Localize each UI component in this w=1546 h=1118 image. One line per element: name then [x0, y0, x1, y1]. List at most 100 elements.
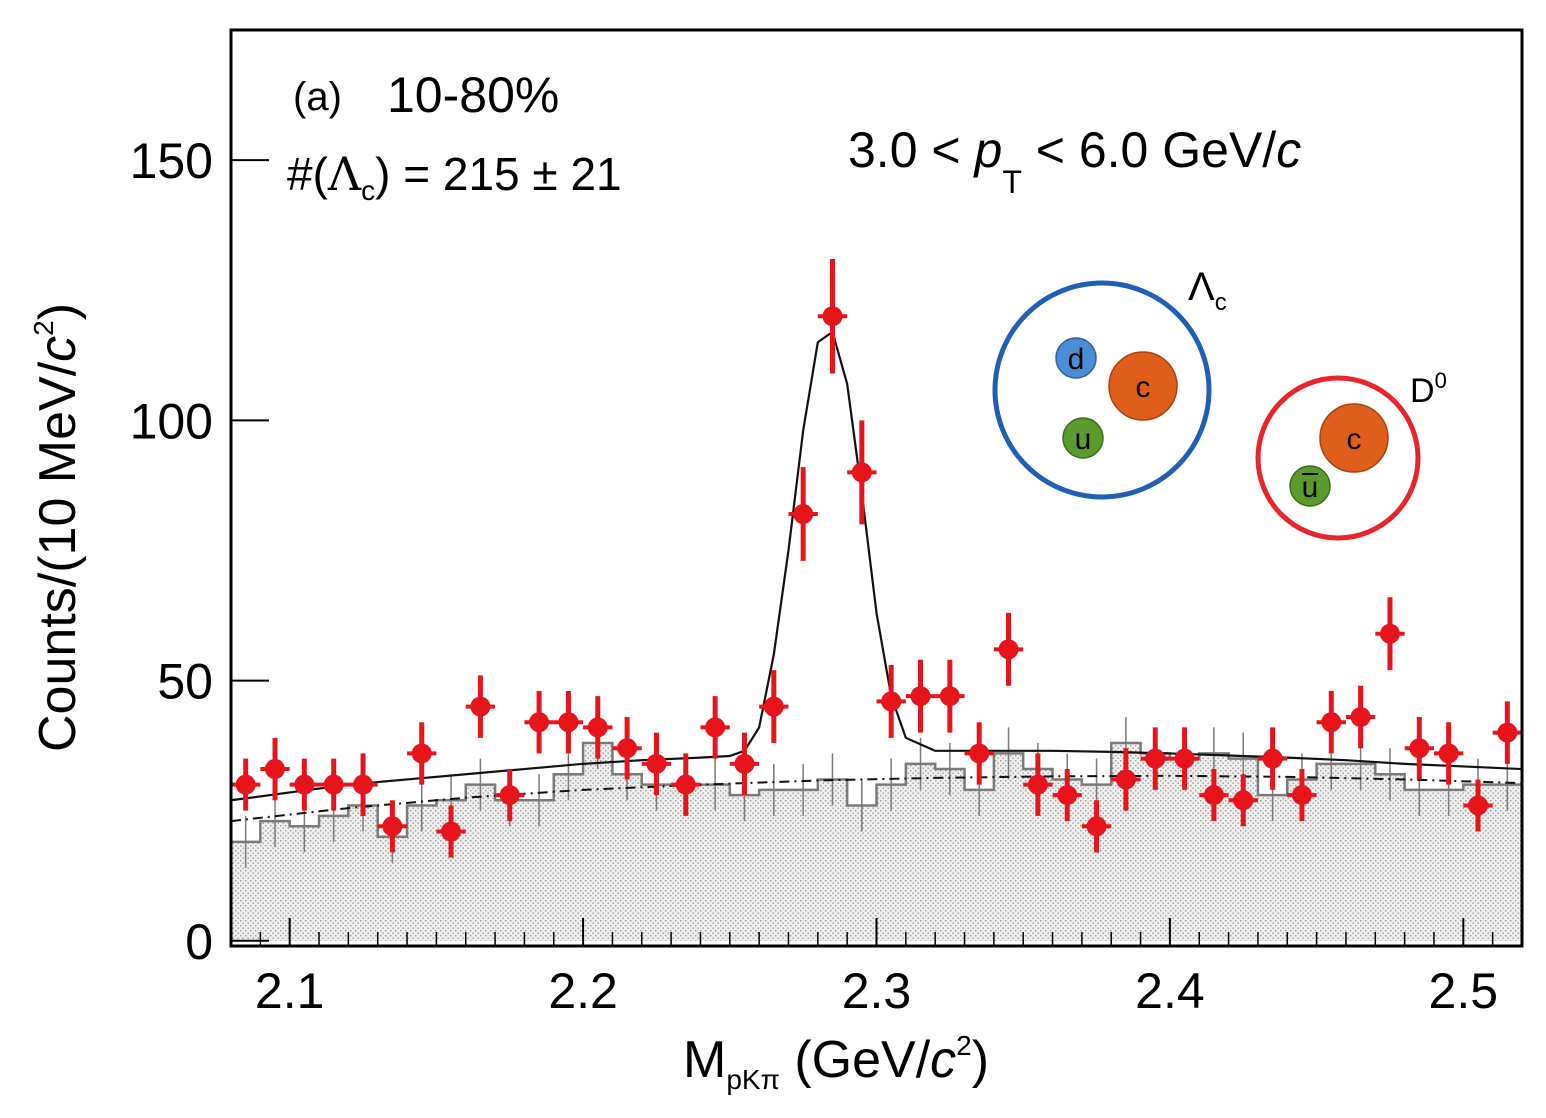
data-point-marker [411, 743, 432, 764]
background-fit-line [231, 774, 1522, 823]
y-axis-title-unit-close: ) [29, 303, 87, 320]
data-point-marker [939, 686, 960, 707]
lambda-c-diagram: Λc d c u [992, 265, 1227, 500]
data-point [1345, 685, 1376, 749]
pt-mid: < 6.0 GeV/ [1022, 122, 1276, 178]
background-fit-curve [231, 774, 1522, 823]
quark-d-label: d [1068, 343, 1085, 376]
data-point-marker [881, 691, 902, 712]
x-tick-label: 2.1 [255, 963, 325, 1019]
yield-sub: c [361, 175, 375, 206]
data-point-marker [441, 821, 462, 842]
data-point [1404, 717, 1434, 780]
data-point [231, 758, 261, 811]
data-point [1257, 727, 1288, 790]
data-point [1316, 690, 1346, 754]
background-fill [231, 743, 1522, 941]
data-point [788, 467, 818, 561]
data-point [260, 737, 290, 801]
lambda-c-name: Λc [1188, 265, 1227, 316]
d0-ring [1255, 375, 1421, 541]
quark-c-d0 [1319, 403, 1389, 473]
x-tick-label: 2.4 [1135, 963, 1205, 1019]
x-axis-title-sub: pKπ [726, 1064, 780, 1095]
data-point-marker [1438, 743, 1459, 764]
data-point-marker [1145, 748, 1166, 769]
data-point [729, 732, 760, 796]
panel-label: (a) [293, 75, 342, 119]
data-point-marker [998, 639, 1019, 660]
data-point [407, 722, 437, 785]
data-point [1463, 779, 1493, 832]
x-axis-title-unit-c: c [930, 1031, 956, 1089]
background-histogram-outline [231, 741, 1522, 844]
data-point-marker [617, 738, 638, 759]
data-point [847, 420, 877, 525]
data-point [1199, 769, 1229, 822]
data-point-marker [822, 306, 843, 327]
x-axis-ticks: 2.1 2.2 2.3 2.4 2.5 [255, 918, 1523, 1019]
d0-sup: 0 [1435, 368, 1447, 393]
data-point-marker [1497, 722, 1518, 743]
pt-c: c [1276, 122, 1301, 178]
x-axis-title: MpKπ (GeV/c2) [683, 1030, 989, 1095]
data-point [289, 758, 320, 811]
data-point-marker [499, 785, 520, 806]
yield-suffix: ) = 215 ± 21 [375, 148, 621, 200]
y-tick-label: 150 [130, 133, 213, 189]
data-point [1433, 722, 1464, 785]
data-point-marker [1262, 748, 1283, 769]
data-point-marker [675, 774, 696, 795]
yield-symbol: Λ [327, 147, 362, 201]
pt-low: 3.0 < [848, 122, 975, 178]
data-point-marker [1233, 790, 1254, 811]
d0-name: D0 [1410, 368, 1447, 410]
pt-range-label: 3.0 < pT < 6.0 GeV/c [848, 122, 1301, 200]
data-point-marker [1409, 738, 1430, 759]
data-point [817, 259, 848, 374]
y-axis-title-unit-c: c [29, 336, 87, 362]
data-point-marker [763, 696, 784, 717]
data-point [876, 664, 906, 738]
y-axis-ticks: 0 50 100 150 [130, 133, 269, 970]
y-axis-title-main: Counts/(10 MeV/ [29, 361, 87, 752]
data-point [319, 758, 349, 811]
y-tick-label: 100 [130, 393, 213, 449]
d0-symbol: D [1410, 372, 1435, 410]
x-axis-title-unit-open: (GeV/ [780, 1031, 931, 1089]
data-point [700, 696, 730, 759]
background-histogram-fill [231, 743, 1522, 941]
lambda-c-sub: c [1215, 289, 1227, 316]
quark-u-label: u [1075, 423, 1092, 456]
data-point-marker [1115, 769, 1136, 790]
data-point-marker [1350, 707, 1371, 727]
data-point [377, 800, 408, 853]
quark-c-lambda [1108, 351, 1178, 421]
x-tick-label: 2.3 [842, 963, 912, 1019]
data-point [1111, 748, 1141, 811]
data-point [1169, 727, 1200, 790]
plot-area [231, 259, 1522, 941]
data-point-marker [323, 774, 344, 795]
x-tick-label: 2.2 [548, 963, 618, 1019]
data-point-marker [1379, 623, 1400, 644]
data-point [993, 612, 1024, 686]
data-point [905, 659, 936, 733]
y-axis-title-unit-sup: 2 [28, 320, 59, 336]
yield-prefix: #( [287, 148, 329, 200]
data-point [759, 670, 789, 744]
pt-sub: T [1002, 164, 1022, 200]
data-point-marker [1291, 785, 1312, 806]
data-point [465, 675, 496, 738]
data-point [583, 696, 613, 759]
y-tick-label: 50 [157, 654, 213, 710]
pt-p: p [973, 122, 1003, 178]
x-axis-title-main: M [683, 1031, 726, 1089]
data-point-marker [1467, 795, 1488, 816]
data-point [436, 805, 466, 858]
data-point-marker [470, 696, 491, 717]
data-point-marker [1057, 785, 1078, 806]
data-points [231, 259, 1522, 858]
yield-label: #(Λc) = 215 ± 21 [287, 147, 622, 206]
